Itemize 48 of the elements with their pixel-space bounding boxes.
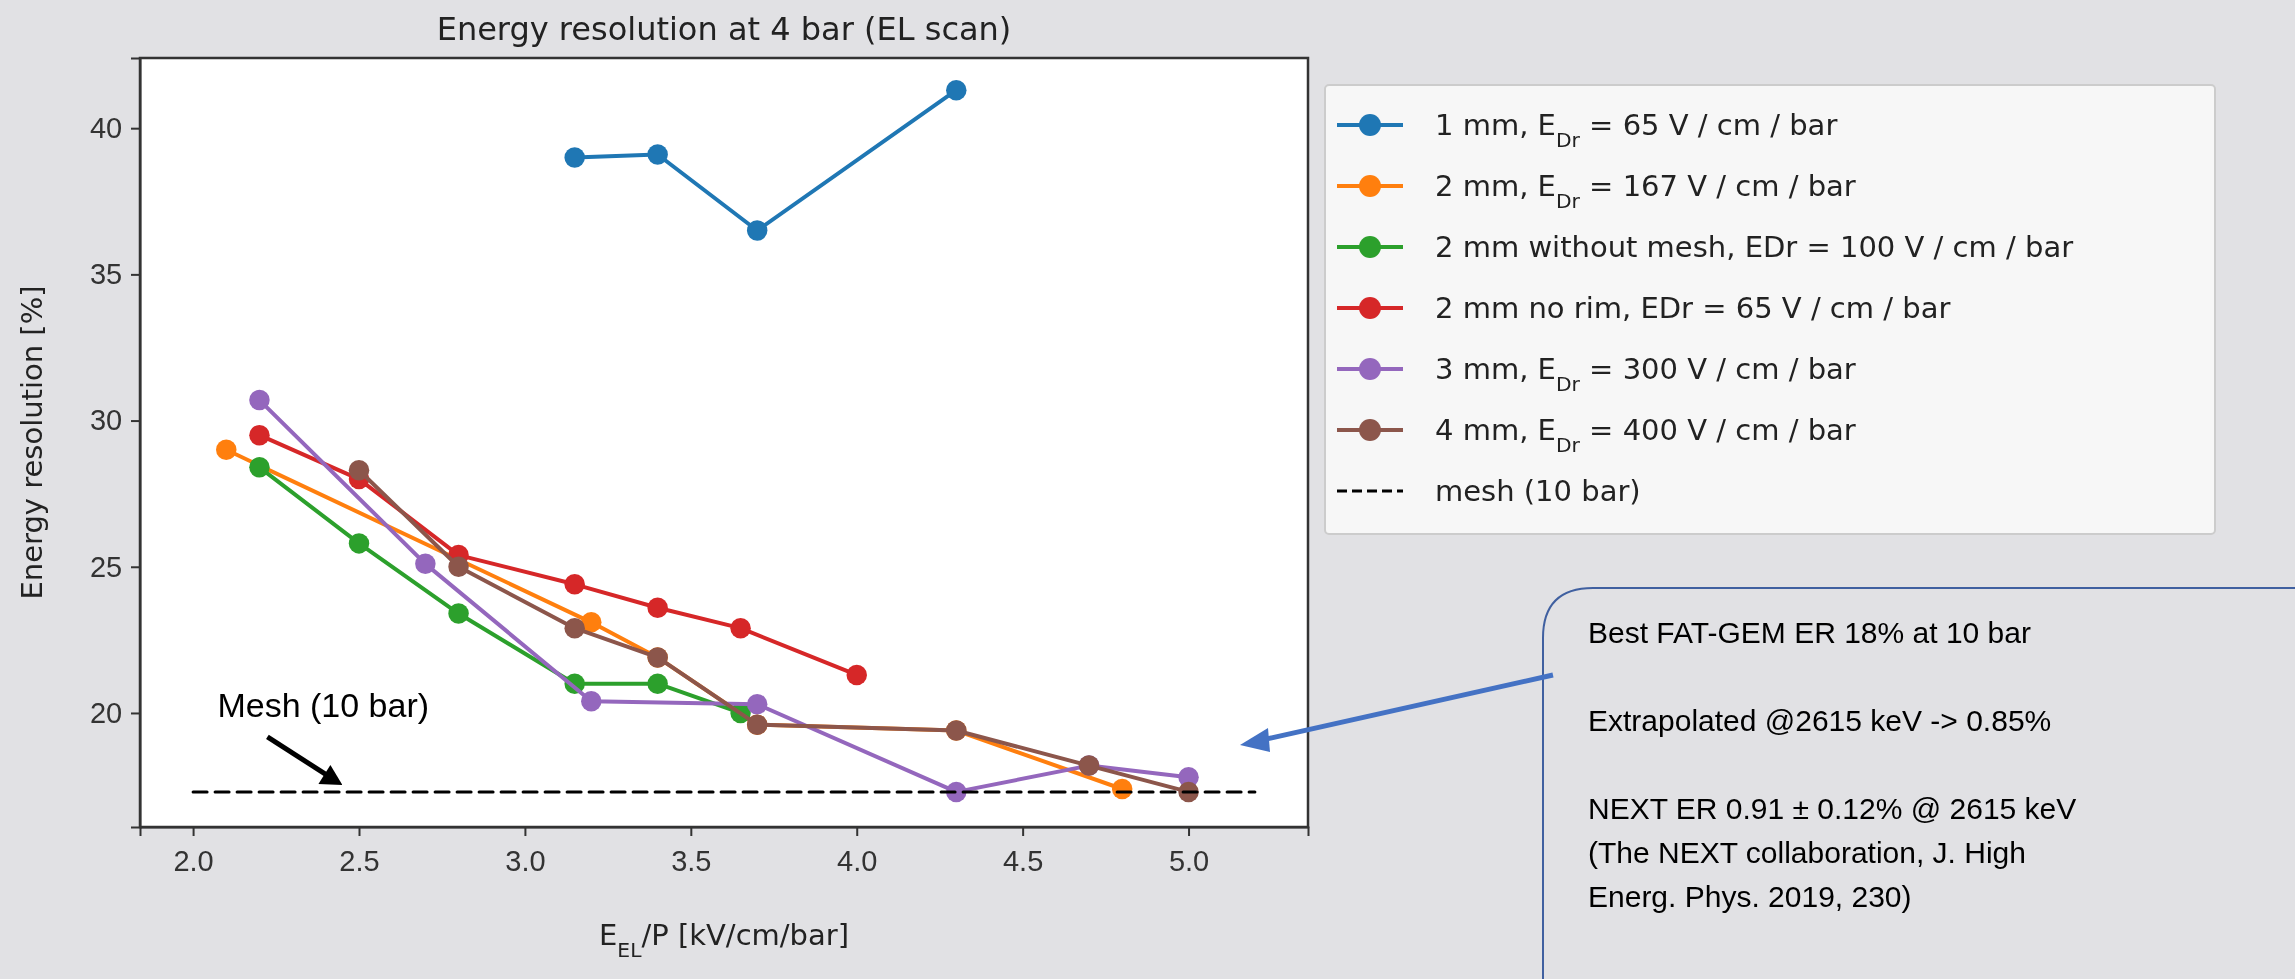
x-tick-label: 3.5 [671,844,712,877]
legend-label: 2 mm no rim, EDr = 65 V / cm / bar [1435,291,1951,325]
x-tick-label: 5.0 [1168,844,1210,877]
point [730,617,751,639]
y-tick-label: 40 [89,111,123,144]
text: Extrapolated @2615 keV -> 0.85% [1588,704,2052,737]
point [448,603,469,624]
point [564,617,585,639]
point [647,144,668,165]
point [216,439,237,461]
legend-label: 2 mm without mesh, EDr = 100 V / cm / bar [1435,230,2074,264]
point [746,220,768,241]
legend-label: 3 mm, E$_{Dr}$ = 300 V / cm / bar [1435,352,1856,396]
point [581,612,602,633]
point [846,664,867,686]
point [746,693,768,715]
point [448,556,469,577]
text: NEXT ER 0.91 ± 0.12% @ 2615 keV (The NEXT collaboration, J. High Energ. Phys. 2019, 230) [1588,792,2077,913]
point [564,574,585,595]
y-tick-label: 30 [89,404,123,437]
point [249,424,270,446]
point [249,389,270,411]
x-tick-label: 3.0 [505,844,546,877]
legend-label: mesh (10 bar) [1435,474,1641,508]
point [564,147,585,168]
point [946,79,967,101]
x-tick-label: 2.0 [173,844,214,877]
point [415,553,436,575]
y-tick-label: 20 [89,696,123,729]
text: Best FAT-GEM ER 18% at 10 bar [1588,616,2031,649]
y-axis-title: Energy resolution [%] [15,285,49,600]
chart-title: Energy resolution at 4 bar (EL scan) [436,10,1012,48]
y-tick-label: 25 [89,550,123,583]
legend-label: 2 mm, E$_{Dr}$ = 167 V / cm / bar [1435,169,1856,213]
legend-label: 1 mm, E$_{Dr}$ = 65 V / cm / bar [1435,108,1838,152]
x-tick-label: 2.5 [339,844,380,877]
x-axis-title: E$_{EL}$/P [kV/cm/bar] [598,918,850,962]
y-tick-label: 35 [89,258,123,291]
point [647,673,668,694]
x-tick-label: 4.0 [837,844,878,877]
legend-label: 4 mm, E$_{Dr}$ = 400 V / cm / bar [1435,413,1856,457]
point [647,597,668,618]
annotation: Mesh (10 bar) [217,685,430,724]
point [581,691,602,712]
x-tick-label: 4.5 [1002,844,1044,877]
point [249,457,270,478]
point [348,533,370,554]
point [348,460,370,481]
